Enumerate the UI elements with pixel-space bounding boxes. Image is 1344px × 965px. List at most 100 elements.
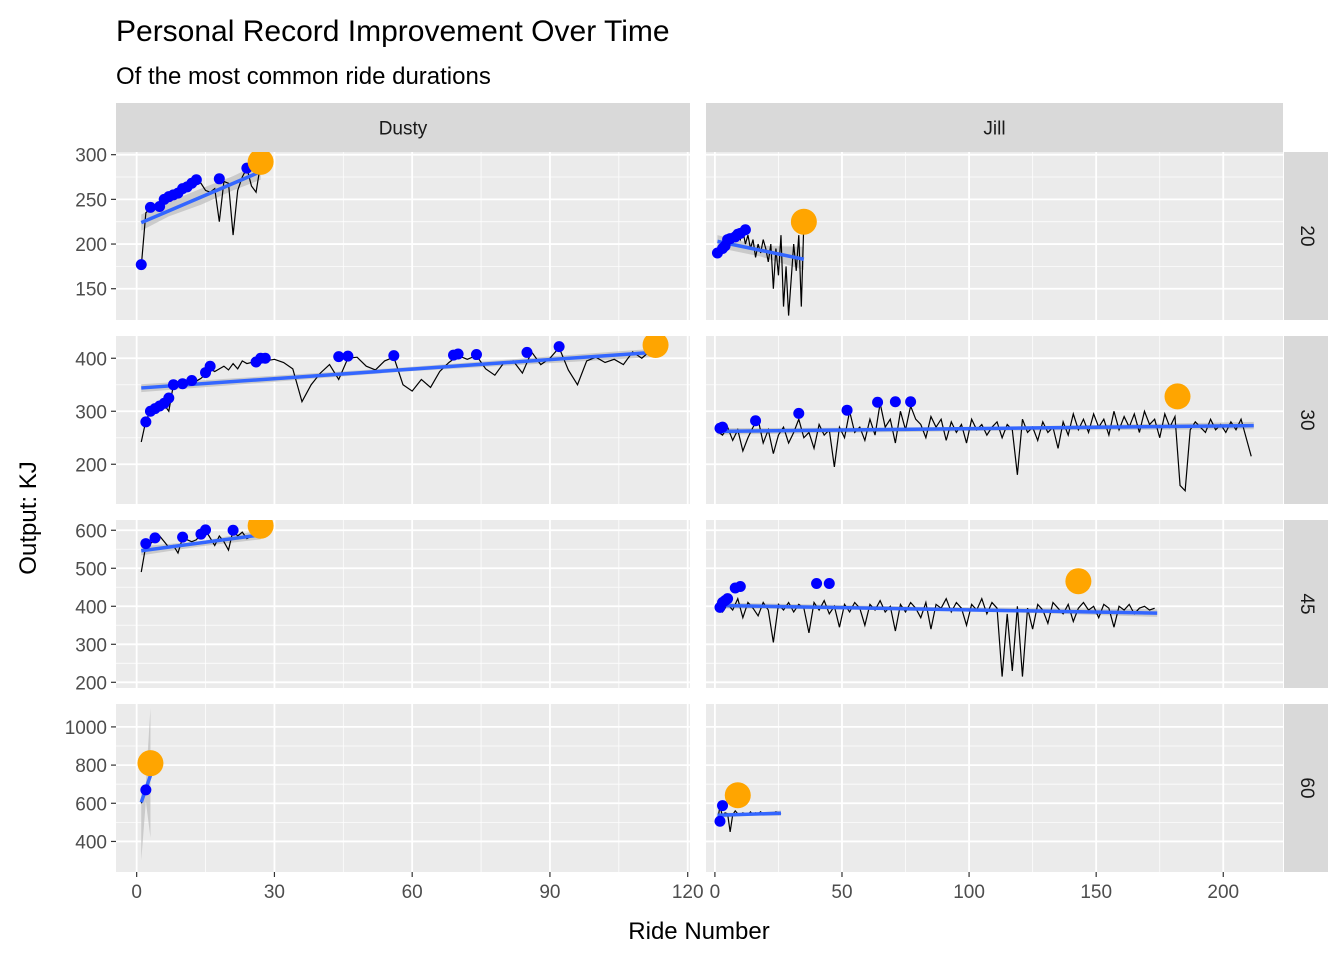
pr-point-jill-30 bbox=[905, 396, 917, 408]
pr-point-dusty-30 bbox=[259, 352, 271, 364]
panel-background-jill-30 bbox=[706, 336, 1283, 504]
panel-jill-60 bbox=[706, 704, 1283, 872]
trend-line-jill-30 bbox=[717, 423, 1254, 434]
strip-row-30 bbox=[1284, 336, 1328, 504]
pr-point-dusty-30 bbox=[140, 416, 152, 428]
pr-point-jill-30 bbox=[750, 415, 762, 427]
x-tick-label-jill-200: 200 bbox=[1207, 882, 1239, 903]
trend-line-jill-20 bbox=[717, 239, 805, 261]
y-tick-label-45-600: 600 bbox=[75, 521, 107, 542]
best-point-dusty-20 bbox=[247, 152, 274, 175]
strip-label-dusty: Dusty bbox=[379, 119, 428, 140]
panel-background-jill-45 bbox=[706, 520, 1283, 688]
pr-point-dusty-45 bbox=[227, 524, 239, 536]
pr-point-dusty-30 bbox=[204, 360, 216, 372]
pr-point-dusty-45 bbox=[200, 524, 212, 536]
pr-point-jill-30 bbox=[872, 396, 884, 408]
y-tick-label-30-300: 300 bbox=[75, 402, 107, 423]
confidence-band-dusty-60 bbox=[141, 707, 151, 861]
panel-jill-45 bbox=[706, 520, 1283, 688]
panel-dusty-20 bbox=[116, 152, 690, 320]
strip-row-20 bbox=[1284, 152, 1328, 320]
pr-point-jill-45 bbox=[823, 577, 835, 589]
trend-line-jill-45 bbox=[717, 603, 1158, 615]
pr-point-dusty-30 bbox=[388, 350, 400, 362]
pr-point-dusty-45 bbox=[140, 538, 152, 550]
panel-dusty-60 bbox=[116, 704, 690, 872]
panel-background-jill-60 bbox=[706, 704, 1283, 872]
pr-point-jill-30 bbox=[889, 396, 901, 408]
y-tick-label-20-300: 300 bbox=[75, 146, 107, 167]
panel-jill-30 bbox=[706, 336, 1283, 504]
pr-point-jill-60 bbox=[714, 815, 726, 827]
y-tick-label-60-600: 600 bbox=[75, 794, 107, 815]
strip-label-row-45: 45 bbox=[1296, 593, 1317, 614]
strip-label-row-60: 60 bbox=[1296, 777, 1317, 798]
pr-point-dusty-45 bbox=[177, 531, 189, 543]
pr-point-jill-60 bbox=[717, 800, 729, 812]
pr-point-dusty-20 bbox=[213, 173, 225, 185]
x-tick-label-dusty-120: 120 bbox=[672, 882, 704, 903]
pr-point-dusty-60 bbox=[140, 784, 152, 796]
y-tick-label-45-400: 400 bbox=[75, 597, 107, 618]
strip-row-60 bbox=[1284, 704, 1328, 872]
best-point-dusty-45 bbox=[247, 520, 274, 539]
y-tick-label-60-400: 400 bbox=[75, 832, 107, 853]
panel-background-dusty-60 bbox=[116, 704, 690, 872]
pr-point-dusty-30 bbox=[163, 392, 175, 404]
pr-point-jill-45 bbox=[734, 581, 746, 593]
strip-label-jill: Jill bbox=[983, 119, 1005, 140]
chart-subtitle: Of the most common ride durations bbox=[116, 63, 491, 90]
x-tick-label-jill-0: 0 bbox=[710, 882, 721, 903]
trend-line-jill-60 bbox=[717, 811, 782, 818]
pr-point-dusty-45 bbox=[149, 532, 161, 544]
y-tick-label-60-800: 800 bbox=[75, 756, 107, 777]
x-tick-label-dusty-90: 90 bbox=[539, 882, 560, 903]
x-tick-label-jill-50: 50 bbox=[831, 882, 852, 903]
x-tick-label-dusty-60: 60 bbox=[402, 882, 423, 903]
pr-point-jill-30 bbox=[793, 407, 805, 419]
pr-point-dusty-30 bbox=[553, 341, 565, 353]
y-tick-label-20-200: 200 bbox=[75, 235, 107, 256]
y-tick-label-60-1000: 1000 bbox=[65, 718, 107, 739]
pr-point-dusty-30 bbox=[342, 350, 354, 362]
panel-dusty-30 bbox=[116, 336, 690, 504]
pr-point-dusty-30 bbox=[186, 375, 198, 387]
panel-jill-20 bbox=[706, 152, 1283, 320]
pr-point-jill-30 bbox=[717, 421, 729, 433]
y-tick-label-45-200: 200 bbox=[75, 673, 107, 694]
y-tick-label-30-400: 400 bbox=[75, 349, 107, 370]
y-tick-label-45-500: 500 bbox=[75, 559, 107, 580]
pr-point-jill-30 bbox=[841, 404, 853, 416]
y-tick-label-20-150: 150 bbox=[75, 280, 107, 301]
trend-line-dusty-30 bbox=[141, 350, 661, 390]
strip-label-row-20: 20 bbox=[1296, 225, 1317, 246]
pr-point-dusty-20 bbox=[135, 259, 147, 271]
y-tick-label-20-250: 250 bbox=[75, 190, 107, 211]
strip-dusty bbox=[116, 103, 690, 152]
pr-point-dusty-30 bbox=[470, 349, 482, 361]
strip-jill bbox=[706, 103, 1283, 152]
trend-line-dusty-45 bbox=[141, 533, 261, 553]
x-tick-label-jill-100: 100 bbox=[953, 882, 985, 903]
pr-point-jill-45 bbox=[722, 593, 734, 605]
y-tick-label-30-200: 200 bbox=[75, 455, 107, 476]
pr-point-dusty-30 bbox=[521, 346, 533, 358]
x-tick-label-dusty-30: 30 bbox=[264, 882, 285, 903]
panels-layer: Dusty Jill2030456015020025030020030040020… bbox=[65, 103, 1328, 903]
y-axis-title: Output: KJ bbox=[15, 461, 42, 574]
x-tick-label-jill-150: 150 bbox=[1080, 882, 1112, 903]
pr-point-dusty-20 bbox=[144, 201, 156, 213]
pr-point-dusty-30 bbox=[333, 351, 345, 363]
chart-title: Personal Record Improvement Over Time bbox=[116, 15, 670, 48]
pr-point-jill-20 bbox=[739, 224, 751, 236]
x-axis-title: Ride Number bbox=[628, 918, 769, 945]
x-tick-label-dusty-0: 0 bbox=[131, 882, 142, 903]
best-point-jill-20 bbox=[790, 208, 817, 235]
y-tick-label-45-300: 300 bbox=[75, 635, 107, 656]
pr-point-dusty-20 bbox=[190, 174, 202, 186]
strip-label-row-30: 30 bbox=[1296, 409, 1317, 430]
best-point-dusty-30 bbox=[642, 336, 669, 359]
